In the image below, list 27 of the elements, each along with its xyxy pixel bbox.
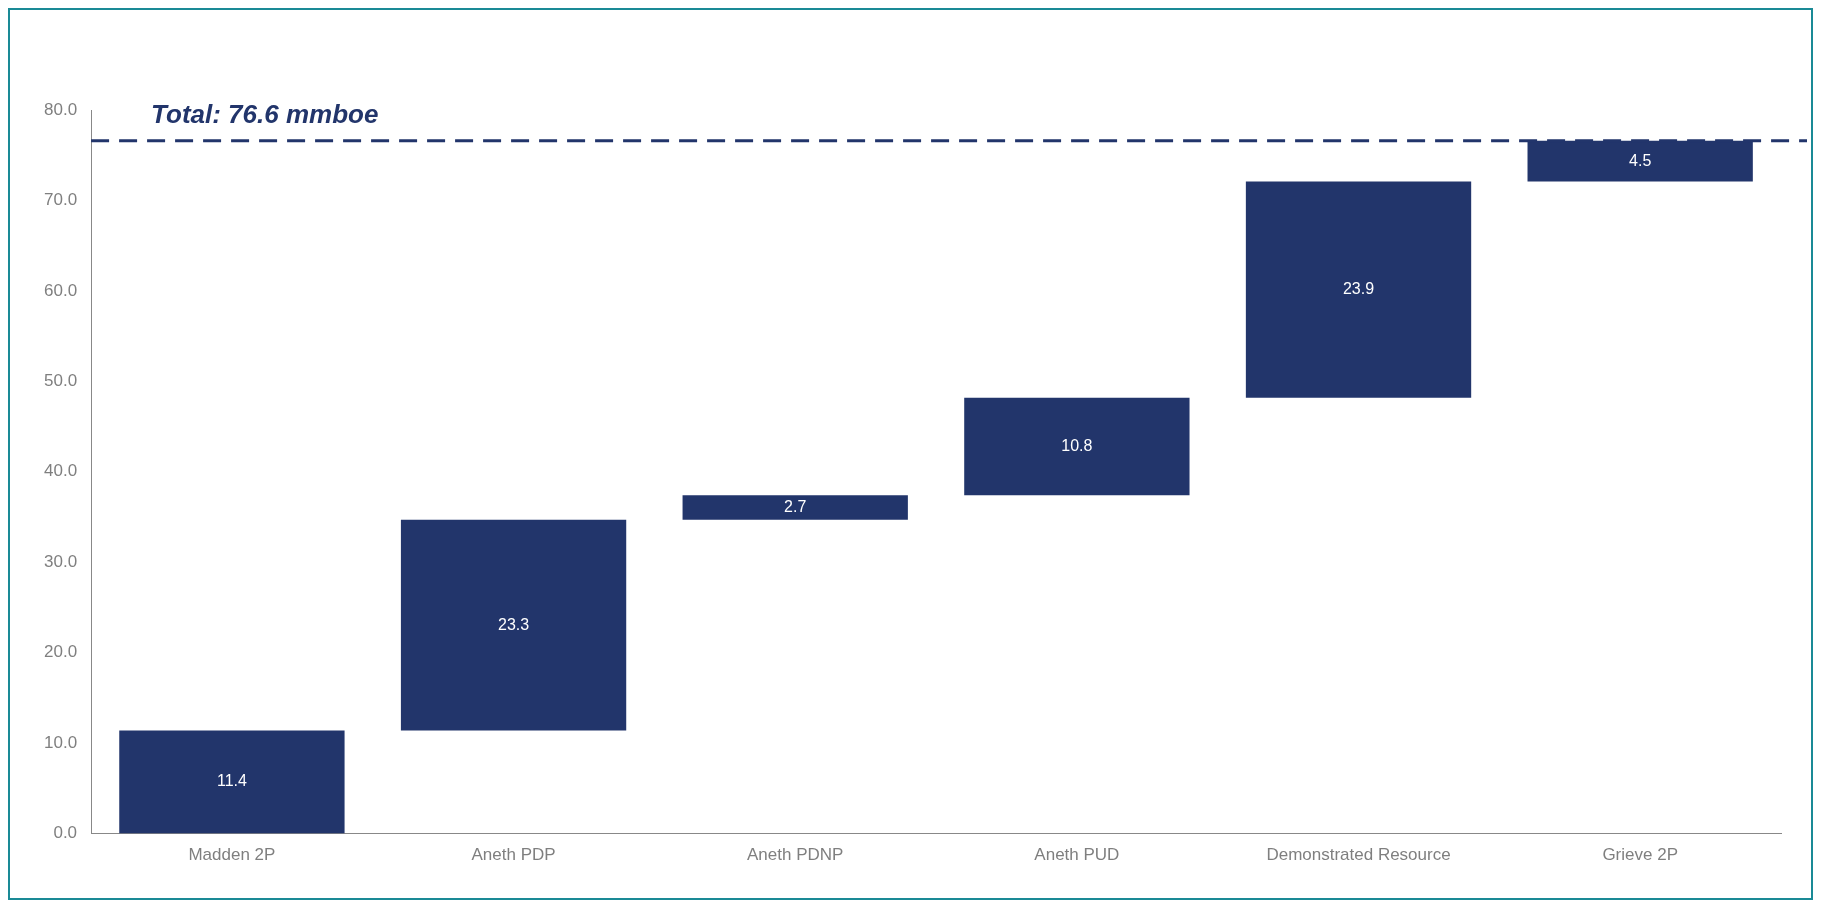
y-tick-label: 0.0 — [53, 823, 78, 843]
y-tick-label: 10.0 — [43, 732, 78, 752]
ref-line-label: Total: 76.6 mmboe — [151, 98, 379, 129]
y-tick-label: 20.0 — [43, 642, 78, 662]
x-tick-label: Aneth PDNP — [747, 845, 844, 865]
y-tick-label: 50.0 — [43, 371, 78, 391]
data-label: 4.5 — [1629, 151, 1652, 169]
data-label: 23.3 — [497, 615, 530, 633]
x-tick-label: Aneth PUD — [1034, 845, 1120, 865]
data-label: 2.7 — [784, 497, 807, 515]
bar — [119, 730, 345, 834]
bar — [1245, 181, 1472, 398]
data-label: 10.8 — [1061, 436, 1093, 454]
x-tick-label: Demonstrated Resource — [1266, 845, 1451, 865]
y-tick-label: 40.0 — [43, 461, 78, 481]
data-label: 11.4 — [216, 772, 247, 790]
bar — [682, 495, 908, 520]
x-tick-label: Grieve 2P — [1602, 845, 1678, 865]
y-tick-label: 70.0 — [43, 190, 78, 210]
y-tick-label: 80.0 — [43, 99, 78, 119]
x-tick-label: Aneth PDP — [471, 845, 556, 865]
bar — [964, 397, 1190, 496]
y-tick-label: 30.0 — [43, 551, 78, 571]
bar — [400, 519, 627, 731]
y-tick-label: 60.0 — [43, 280, 78, 300]
data-label: 23.9 — [1342, 279, 1375, 297]
x-tick-label: Madden 2P — [188, 845, 276, 865]
